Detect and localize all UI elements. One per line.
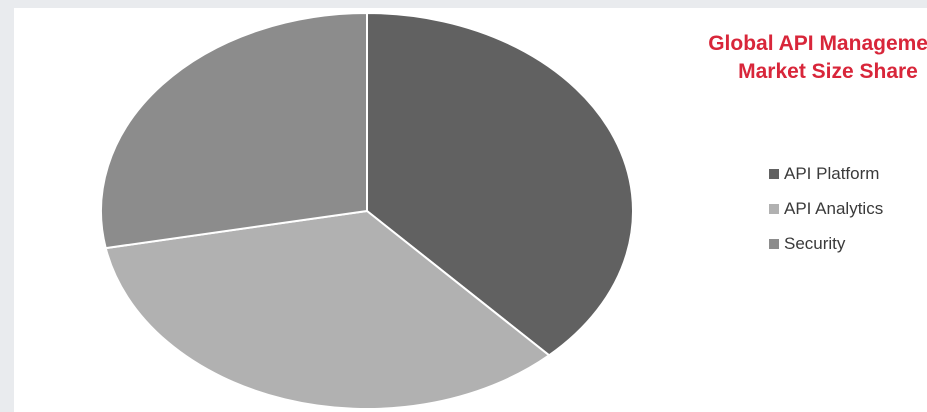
pie-slice-api-platform [366,11,635,357]
legend-label-api-analytics: API Analytics [784,198,884,218]
legend-label-security: Security [784,233,846,253]
pie-slice-security [100,11,368,250]
chart-panel: Global API Management Market Size Share … [14,8,927,412]
pie-chart [100,11,635,410]
chart-legend: API Platform API Analytics Security [769,163,883,268]
chart-title-line-1: Global API Management [708,32,927,55]
legend-item-api-platform: API Platform [769,163,883,184]
pie-slice-api-analytics [104,209,551,410]
legend-item-security: Security [769,233,883,254]
legend-swatch-api-platform [769,168,779,179]
legend-swatch-security [769,238,779,249]
legend-item-api-analytics: API Analytics [769,198,883,219]
chart-title: Global API Management Market Size Share [618,30,927,86]
legend-swatch-api-analytics [769,203,779,214]
legend-label-api-platform: API Platform [784,163,880,183]
chart-title-line-2: Market Size Share [738,60,918,83]
